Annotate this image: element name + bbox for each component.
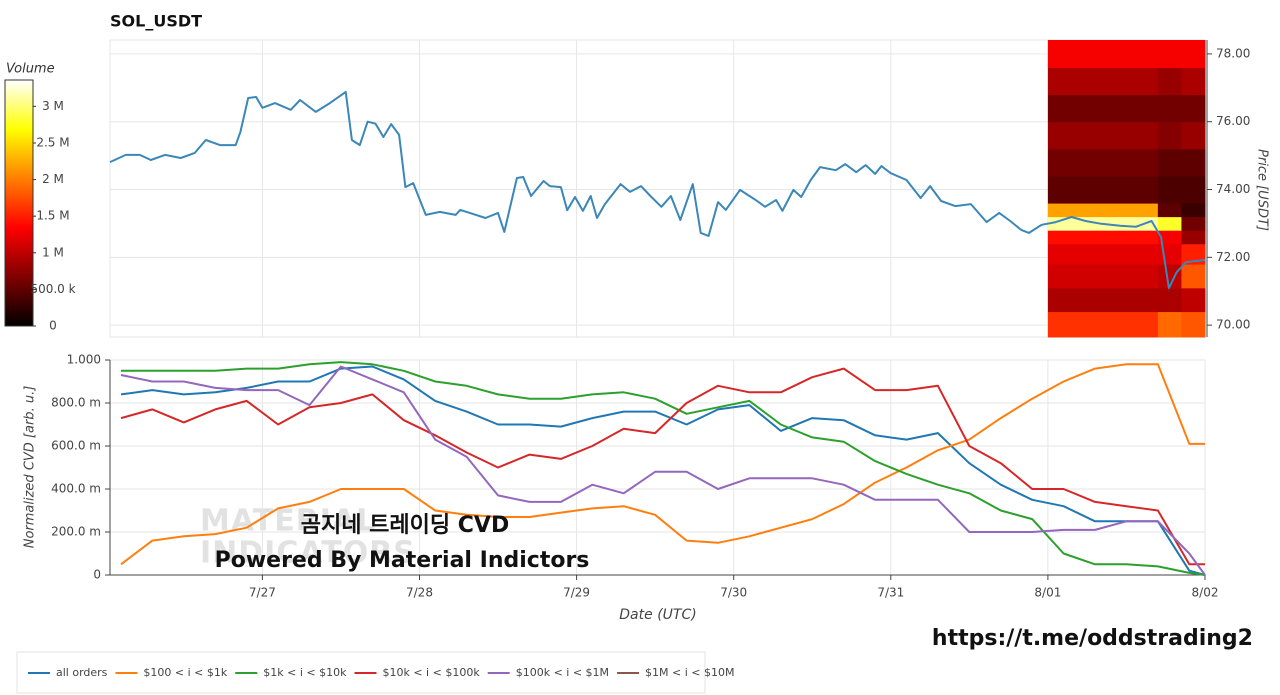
heatmap-cell — [1047, 203, 1159, 218]
y-tick-label: 74.00 — [1216, 182, 1250, 196]
watermark: INDICATORS — [200, 536, 416, 571]
x-tick-label: 8/01 — [1034, 586, 1061, 600]
overlay-title: 곰지네 트레이딩 CVD — [301, 513, 509, 538]
legend-label: $1M < i < $10M — [645, 666, 734, 679]
heatmap-cell — [1157, 230, 1182, 245]
line-series — [121, 361, 1206, 576]
x-tick-label: 8/02 — [1192, 586, 1219, 600]
y-tick-label: 70.00 — [1216, 318, 1250, 332]
legend-label: $100 < i < $1k — [143, 666, 227, 679]
heatmap-cell — [1157, 203, 1182, 218]
heatmap-cell — [1157, 216, 1182, 231]
y-tick-label: 800.0 m — [51, 396, 101, 410]
heatmap-cell — [1157, 121, 1182, 150]
heatmap-cell — [1157, 243, 1182, 265]
y-tick-label: 400.0 m — [51, 482, 101, 496]
overlay-subtitle: Powered By Material Indictors — [215, 548, 590, 573]
colorbar-label: Volume — [6, 62, 55, 77]
colorbar-tick-label: 2 M — [42, 172, 64, 186]
legend-label: all orders — [56, 666, 108, 679]
x-axis-label: Date (UTC) — [619, 607, 696, 623]
y-axis-label: Price [USDT] — [1255, 149, 1270, 231]
x-tick-label: 7/27 — [249, 586, 276, 600]
line-series — [120, 367, 1205, 566]
x-tick-label: 7/28 — [406, 586, 433, 600]
heatmap-cell — [1157, 175, 1182, 204]
chart-title: SOL_USDT — [110, 12, 202, 31]
colorbar-tick-label: 3 M — [42, 99, 64, 113]
x-tick-label: 7/29 — [563, 586, 590, 600]
heatmap-cell — [1181, 148, 1206, 177]
heatmap-cell — [1181, 287, 1206, 313]
heatmap-cell — [1181, 121, 1206, 150]
y-tick-label: 72.00 — [1216, 250, 1250, 264]
heatmap-cell — [1047, 243, 1159, 265]
y-tick-label: 1.000 — [67, 353, 101, 367]
heatmap-cell — [1047, 121, 1159, 150]
heatmap-cell — [1181, 67, 1206, 96]
colorbar-tick-label: 1 M — [42, 245, 64, 259]
colorbar-tick-label: 0 — [49, 319, 57, 333]
heatmap-cell — [1047, 148, 1159, 177]
plot-frame — [109, 39, 1206, 338]
colorbar-tick-label: 1.5 M — [36, 209, 69, 223]
y-tick-label: 600.0 m — [51, 439, 101, 453]
heatmap-cell — [1047, 264, 1159, 289]
heatmap-cell — [1181, 311, 1206, 338]
y-axis-label: Normalized CVD [arb. u.] — [23, 386, 38, 549]
watermark: MATERIAL — [200, 504, 376, 539]
colorbar-tick-label: 2.5 M — [36, 135, 69, 149]
heatmap-cell — [1047, 230, 1159, 245]
heatmap-cell — [1181, 203, 1206, 218]
heatmap-cell — [1181, 175, 1206, 204]
colorbar — [4, 79, 34, 327]
legend-label: $100k < i < $1M — [516, 666, 609, 679]
heatmap-cell — [1047, 175, 1159, 204]
colorbar-tick-label: 500.0 k — [30, 282, 75, 296]
heatmap-cell — [1157, 148, 1182, 177]
url-text: https://t.me/oddstrading2 — [932, 626, 1253, 651]
heatmap-cell — [1181, 94, 1206, 123]
legend-label: $10k < i < $100k — [382, 666, 480, 679]
line-series — [109, 90, 1206, 290]
heatmap-cell — [1157, 67, 1182, 96]
heatmap-cell — [1157, 40, 1182, 68]
x-tick-label: 7/31 — [877, 586, 904, 600]
heatmap-cell — [1181, 40, 1206, 68]
y-tick-label: 0 — [93, 568, 101, 582]
heatmap-cell — [1157, 94, 1182, 123]
heatmap-cell — [1047, 94, 1159, 123]
heatmap-cell — [1047, 40, 1159, 68]
x-tick-label: 7/30 — [720, 586, 747, 600]
heatmap-cell — [1047, 287, 1159, 313]
heatmap-cell — [1047, 311, 1159, 338]
heatmap-cell — [1181, 216, 1206, 231]
line-series — [120, 363, 1205, 566]
heatmap-cell — [1181, 230, 1206, 245]
y-tick-label: 200.0 m — [51, 525, 101, 539]
legend-label: $1k < i < $10k — [263, 666, 347, 679]
line-series — [120, 365, 1206, 576]
heatmap-cell — [1047, 67, 1159, 96]
y-tick-label: 76.00 — [1216, 114, 1250, 128]
heatmap-cell — [1181, 264, 1206, 289]
heatmap-cell — [1157, 311, 1182, 338]
heatmap-cell — [1157, 287, 1182, 313]
heatmap-cell — [1181, 243, 1206, 265]
y-tick-label: 78.00 — [1216, 46, 1250, 60]
